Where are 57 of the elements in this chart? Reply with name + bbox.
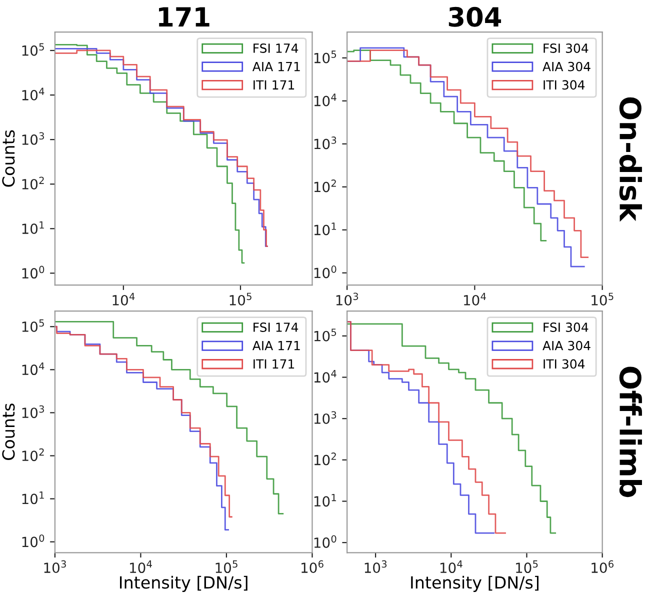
text: On-disk — [619, 97, 642, 222]
x-tick-label: 10$^{3}$ — [44, 560, 66, 574]
legend-label: ITI 304 — [544, 359, 585, 369]
legend-label: ITI 171 — [254, 359, 294, 369]
y-tick-label: 10$^{0}$ — [314, 535, 336, 548]
x-tick-label: 10$^{4}$ — [464, 292, 486, 306]
y-tick-label: 10$^{1}$ — [314, 222, 336, 236]
x-tick-label: 10$^{5}$ — [592, 292, 614, 306]
y-tick-label: 10$^{4}$ — [22, 88, 44, 100]
x-tick-label: 10$^{5}$ — [230, 292, 252, 306]
x-tick-label: 10$^{5}$ — [516, 560, 538, 574]
legend-label: ITI 171 — [254, 80, 294, 90]
y-tick-label: 10$^{2}$ — [22, 448, 44, 462]
y-tick-label: 10$^{5}$ — [314, 328, 336, 342]
legend-label: AIA 304 — [542, 62, 590, 72]
y-tick-label: 10$^{3}$ — [314, 136, 336, 150]
y-tick-label: 10$^{3}$ — [22, 405, 44, 418]
x-axis-title: Intensity [DN/s] — [411, 576, 538, 592]
legend-label: FSI 174 — [254, 43, 298, 53]
x-tick-label: 10$^{5}$ — [216, 560, 238, 574]
y-tick-label: 10$^{2}$ — [22, 176, 44, 190]
y-tick-label: 10$^{4}$ — [314, 370, 336, 383]
text: Off-limb — [619, 366, 642, 498]
legend-label: FSI 304 — [544, 43, 588, 53]
y-axis-title: Counts — [2, 130, 15, 187]
y-tick-label: 10$^{5}$ — [22, 319, 44, 332]
y-tick-label: 10$^{0}$ — [314, 266, 336, 278]
y-tick-label: 10$^{0}$ — [22, 534, 44, 548]
x-tick-label: 10$^{4}$ — [130, 560, 152, 574]
legend-label: ITI 304 — [544, 80, 585, 90]
legend-label: FSI 174 — [254, 322, 298, 332]
x-tick-label: 10$^{3}$ — [364, 560, 387, 574]
x-tick-label: 10$^{6}$ — [302, 560, 324, 574]
y-tick-label: 10$^{1}$ — [314, 494, 336, 507]
legend-label: AIA 171 — [252, 62, 300, 72]
legend-label: AIA 171 — [252, 341, 300, 350]
x-tick-label: 10$^{6}$ — [592, 560, 614, 574]
y-tick-label: 10$^{5}$ — [314, 50, 336, 64]
y-tick-label: 10$^{4}$ — [22, 362, 44, 376]
x-tick-label: 10$^{3}$ — [336, 292, 358, 306]
x-axis-title: Intensity [DN/s] — [120, 576, 248, 592]
y-axis-title: Counts — [2, 404, 15, 460]
legend-label: AIA 304 — [542, 340, 590, 350]
y-tick-label: 10$^{4}$ — [314, 94, 336, 106]
y-tick-label: 10$^{1}$ — [22, 492, 44, 504]
x-tick-label: 10$^{4}$ — [112, 292, 135, 306]
y-tick-label: 10$^{5}$ — [22, 43, 44, 56]
legend-label: FSI 304 — [544, 322, 588, 332]
y-tick-label: 10$^{2}$ — [314, 180, 336, 192]
chart-title: 304 — [448, 6, 502, 27]
y-tick-label: 10$^{1}$ — [22, 221, 44, 234]
y-tick-label: 10$^{3}$ — [22, 132, 44, 145]
y-tick-label: 10$^{0}$ — [22, 266, 44, 279]
y-tick-label: 10$^{3}$ — [314, 411, 336, 424]
x-tick-label: 10$^{4}$ — [440, 560, 462, 574]
chart-title: 171 — [159, 7, 210, 26]
y-tick-label: 10$^{2}$ — [314, 452, 336, 466]
